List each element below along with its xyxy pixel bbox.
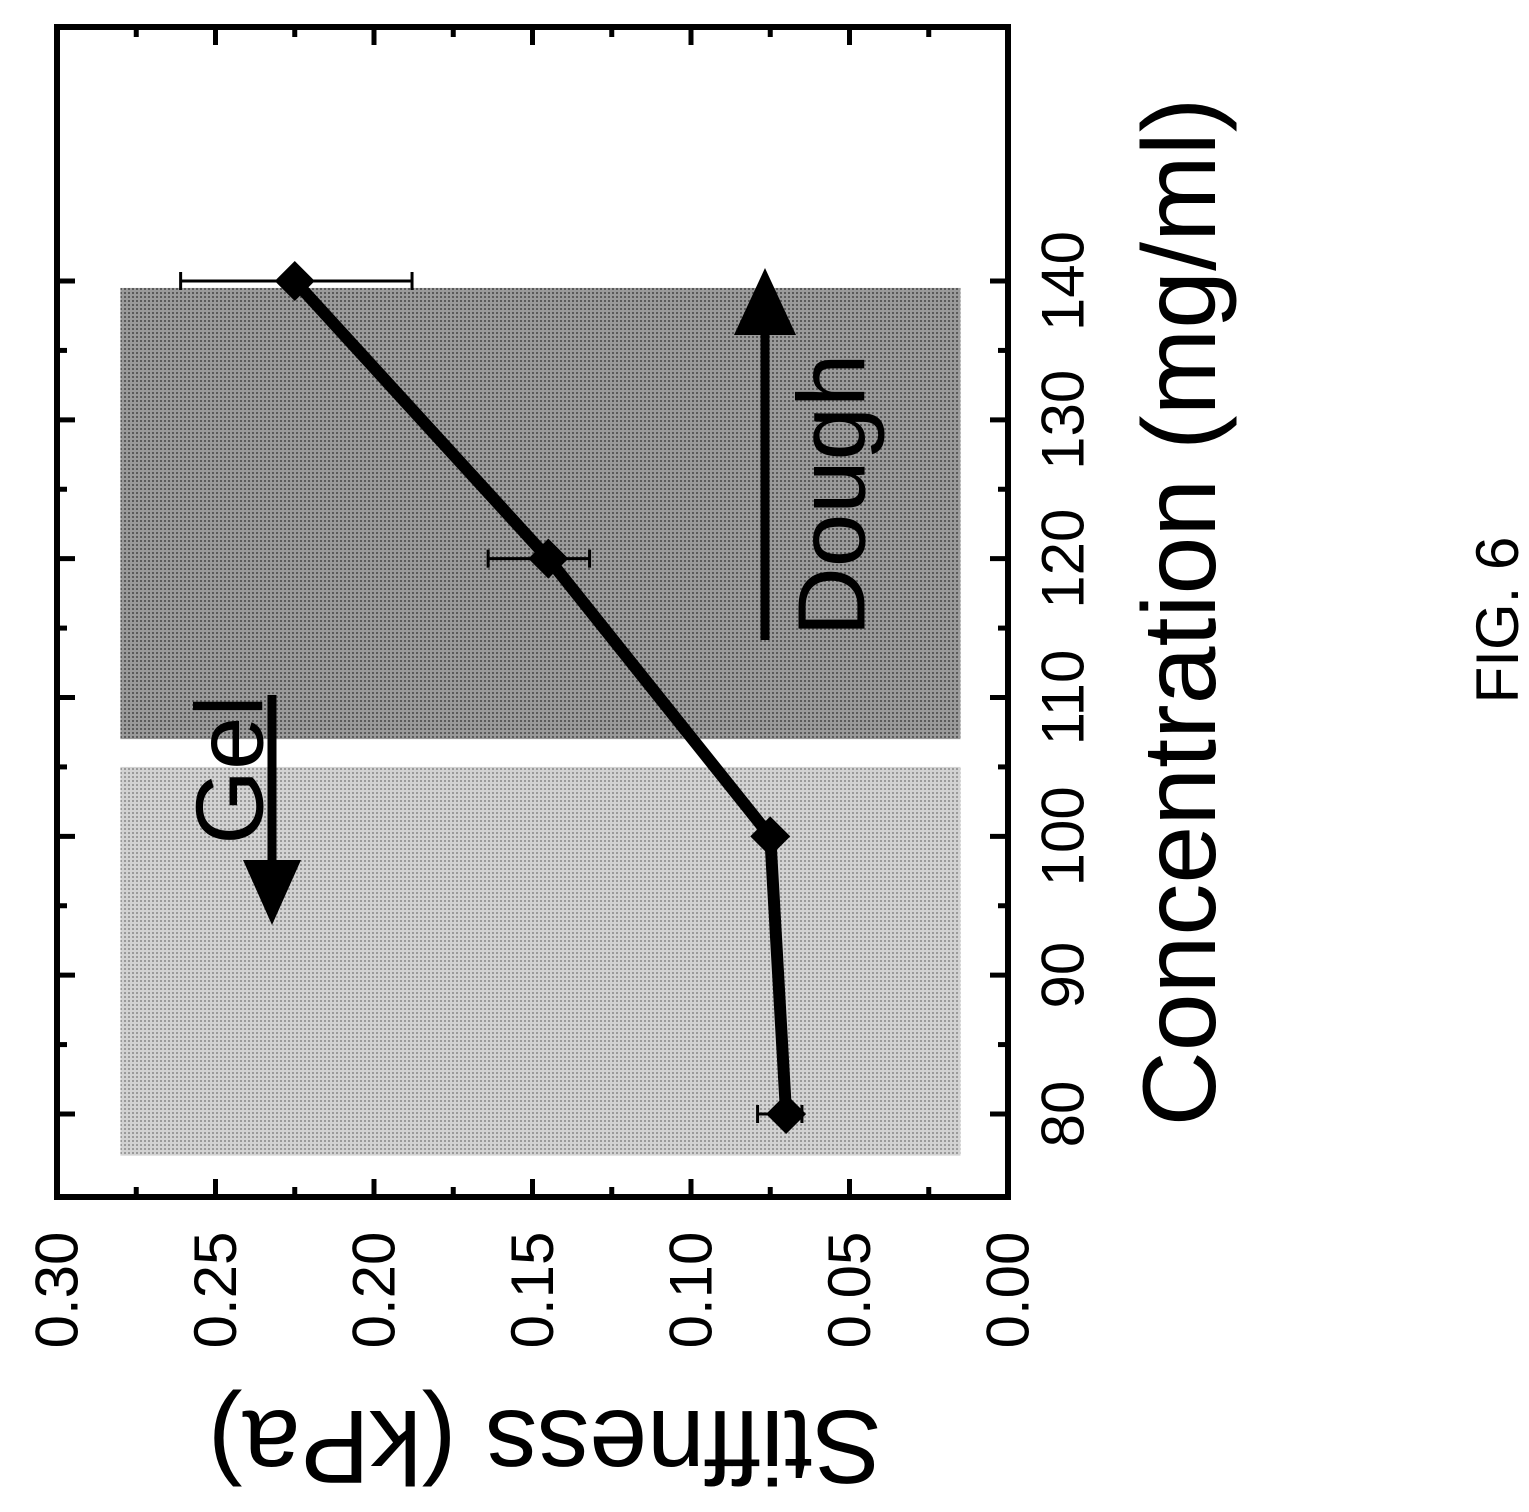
y-tick-label: 0.20 xyxy=(341,1232,408,1349)
x-tick-label: 110 xyxy=(1030,650,1097,746)
x-axis-title: Concentration (mg/ml) xyxy=(1122,98,1238,1127)
data-point xyxy=(274,261,315,301)
y-tick-label: 0.25 xyxy=(182,1232,249,1349)
series-line xyxy=(290,276,793,1115)
figure-label: FIG. 6 xyxy=(1464,537,1529,704)
region-label-gel: Gel xyxy=(177,695,284,844)
dough-arrow-head xyxy=(734,268,796,335)
x-tick-label: 130 xyxy=(1030,370,1097,470)
region-label-dough: Dough xyxy=(779,354,886,637)
gel-arrow-head xyxy=(243,860,301,925)
y-tick-label: 0.30 xyxy=(24,1232,91,1349)
y-tick-label: 0.10 xyxy=(658,1232,725,1349)
x-tick-label: 140 xyxy=(1030,231,1097,331)
x-tick-label: 90 xyxy=(1030,942,1097,1009)
region-dough xyxy=(120,287,961,740)
y-tick-label: 0.00 xyxy=(975,1232,1042,1349)
x-tick-label: 100 xyxy=(1030,786,1097,886)
y-tick-label: 0.15 xyxy=(499,1232,566,1349)
region-gel xyxy=(120,766,961,1156)
y-axis-title: Stiffness (kPa) xyxy=(208,1388,882,1504)
y-tick-label: 0.05 xyxy=(816,1232,883,1349)
data-point xyxy=(766,1094,807,1134)
data-point xyxy=(750,816,791,857)
chart-plot: Gel Dough 80 90 100 110 120 130 140 0.00 0.05 0.10 0… xyxy=(24,24,1238,1504)
x-tick-label: 80 xyxy=(1030,1081,1097,1148)
data-point xyxy=(528,538,569,579)
x-tick-label: 120 xyxy=(1030,509,1097,609)
